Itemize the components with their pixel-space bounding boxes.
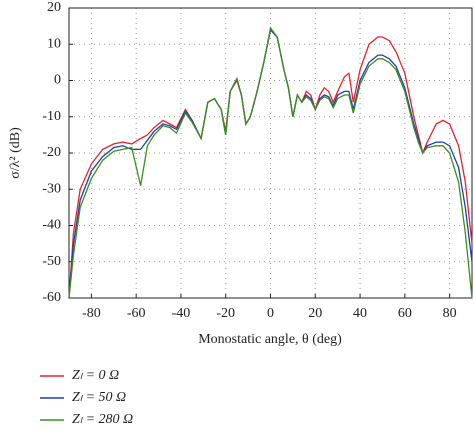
plot-frame — [68, 7, 473, 299]
x-tick-label: 40 — [353, 306, 367, 321]
series-line — [68, 26, 473, 299]
y-tick-label: -40 — [42, 218, 61, 233]
x-tick-label: -20 — [216, 306, 235, 321]
legend-label: Zₗ = 280 Ω — [72, 412, 133, 427]
x-tick-label: -60 — [127, 306, 146, 321]
x-tick-label: -40 — [172, 306, 191, 321]
y-tick-label: 0 — [54, 73, 61, 88]
legend-label: Zₗ = 0 Ω — [72, 368, 119, 383]
y-tick-label: -10 — [42, 109, 61, 124]
x-tick-label: 0 — [267, 306, 274, 321]
y-tick-label: -60 — [42, 290, 61, 305]
x-tick-label: -80 — [82, 306, 101, 321]
y-tick-label: -50 — [42, 254, 61, 269]
y-tick-label: 20 — [47, 0, 61, 15]
y-tick-label: 10 — [47, 36, 61, 51]
y-tick-label: -20 — [42, 145, 61, 160]
legend-label: Zₗ = 50 Ω — [72, 390, 126, 405]
x-tick-label: 60 — [398, 306, 412, 321]
y-tick-label: -30 — [42, 181, 61, 196]
y-axis-label: σ/λ² (dB) — [8, 127, 23, 179]
x-tick-label: 80 — [443, 306, 457, 321]
x-axis-label: Monostatic angle, θ (deg) — [198, 332, 342, 347]
x-tick-label: 20 — [308, 306, 322, 321]
